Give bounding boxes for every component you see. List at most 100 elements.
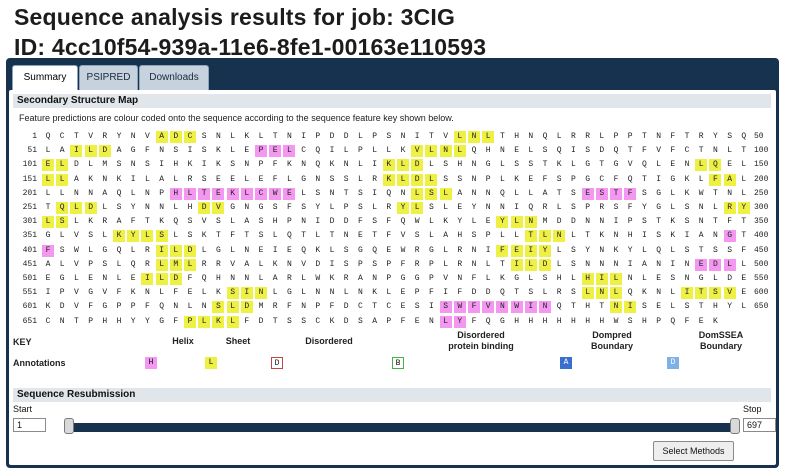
residue: T — [428, 132, 434, 141]
residue: Q — [301, 245, 306, 255]
residue: N — [599, 245, 605, 255]
residue: P — [428, 274, 434, 283]
residue: K — [226, 187, 239, 200]
residue: L — [443, 259, 448, 269]
residue: L — [528, 274, 534, 283]
residue: L — [286, 174, 292, 184]
residue: F — [471, 274, 477, 283]
residue: S — [187, 217, 193, 227]
residue: F — [130, 217, 136, 227]
residue: Y — [539, 244, 551, 257]
residue: P — [386, 259, 392, 269]
residue: Y — [144, 316, 150, 326]
residue: L — [116, 274, 122, 283]
residue: H — [585, 302, 590, 312]
row-start-number: 401 — [22, 245, 37, 255]
residue: E — [258, 245, 264, 255]
domssea-swatch: D — [667, 357, 679, 369]
residue: T — [741, 231, 747, 241]
residue: L — [499, 231, 505, 241]
residue: A — [155, 131, 168, 143]
residue: A — [116, 217, 122, 227]
residue: T — [301, 231, 306, 241]
row-start-number: 351 — [22, 231, 37, 241]
residue: Y — [712, 132, 718, 141]
residue: I — [372, 160, 377, 170]
residue: P — [386, 274, 392, 283]
residue: N — [329, 188, 335, 198]
residue: D — [315, 259, 321, 269]
tab-summary[interactable]: Summary — [12, 65, 78, 92]
residue: S — [386, 132, 392, 141]
residue: A — [159, 174, 164, 184]
residue: N — [471, 245, 477, 255]
residue: S — [684, 203, 690, 212]
residue: S — [684, 302, 690, 312]
residue: L — [610, 273, 622, 285]
residue: Q — [386, 188, 392, 198]
residue: L — [173, 231, 179, 241]
residue: N — [627, 274, 633, 283]
residue: L — [283, 145, 296, 158]
residue: D — [343, 316, 349, 326]
tab-downloads[interactable]: Downloads — [139, 65, 209, 90]
residue: V — [73, 259, 79, 269]
residue: R — [272, 302, 278, 312]
residue: T — [599, 160, 605, 170]
residue: N — [372, 274, 377, 283]
residue: S — [514, 160, 519, 170]
residue: Q — [56, 202, 69, 214]
residue: L — [428, 231, 434, 241]
residue: R — [599, 203, 605, 212]
residue: S — [727, 132, 732, 141]
residue: S — [187, 231, 193, 241]
residue: S — [59, 245, 65, 255]
residue: P — [116, 302, 122, 312]
residue: L — [226, 301, 239, 314]
residue: F — [272, 160, 278, 170]
residue: E — [130, 274, 136, 283]
range-end-handle[interactable] — [730, 418, 740, 434]
residue: L — [670, 288, 676, 298]
select-methods-button[interactable]: Select Methods — [653, 441, 734, 461]
start-input[interactable] — [13, 418, 46, 432]
residue: V — [443, 132, 448, 141]
residue: N — [173, 302, 179, 312]
residue: A — [59, 146, 65, 156]
residue: R — [201, 259, 207, 269]
stop-input[interactable] — [743, 418, 776, 432]
residue: K — [613, 245, 619, 255]
residue: N — [244, 274, 250, 283]
residue: P — [315, 132, 321, 141]
sequence-row: 451 A L V P S L Q R L M L R R V A L K N V D I S P S P F R P L R N L T I L D L… — [9, 258, 776, 272]
residue: R — [723, 202, 736, 214]
residue: G — [698, 274, 704, 283]
residue: N — [159, 203, 164, 212]
residue: T — [741, 146, 747, 156]
range-slider-track[interactable] — [69, 423, 735, 432]
residue: Q — [656, 245, 661, 255]
range-start-handle[interactable] — [64, 418, 74, 434]
start-label: Start — [13, 404, 33, 414]
residue: Q — [173, 217, 179, 227]
residue: L — [258, 259, 264, 269]
residue: L — [443, 203, 448, 212]
residue: A — [73, 174, 79, 184]
residue: R — [585, 132, 590, 141]
residue: G — [59, 274, 65, 283]
residue: K — [599, 231, 605, 241]
residue: Q — [670, 316, 676, 326]
residue: K — [116, 174, 122, 184]
residue: I — [656, 174, 661, 184]
residue: L — [372, 146, 377, 156]
residue: S — [372, 259, 377, 269]
residue: H — [272, 217, 278, 227]
residue: I — [514, 203, 519, 212]
residue: D — [411, 159, 424, 172]
residue: N — [102, 174, 108, 184]
residue: F — [386, 217, 392, 227]
residue: F — [613, 174, 619, 184]
residue: S — [201, 132, 207, 141]
tab-psipred[interactable]: PSIPRED — [79, 65, 138, 90]
